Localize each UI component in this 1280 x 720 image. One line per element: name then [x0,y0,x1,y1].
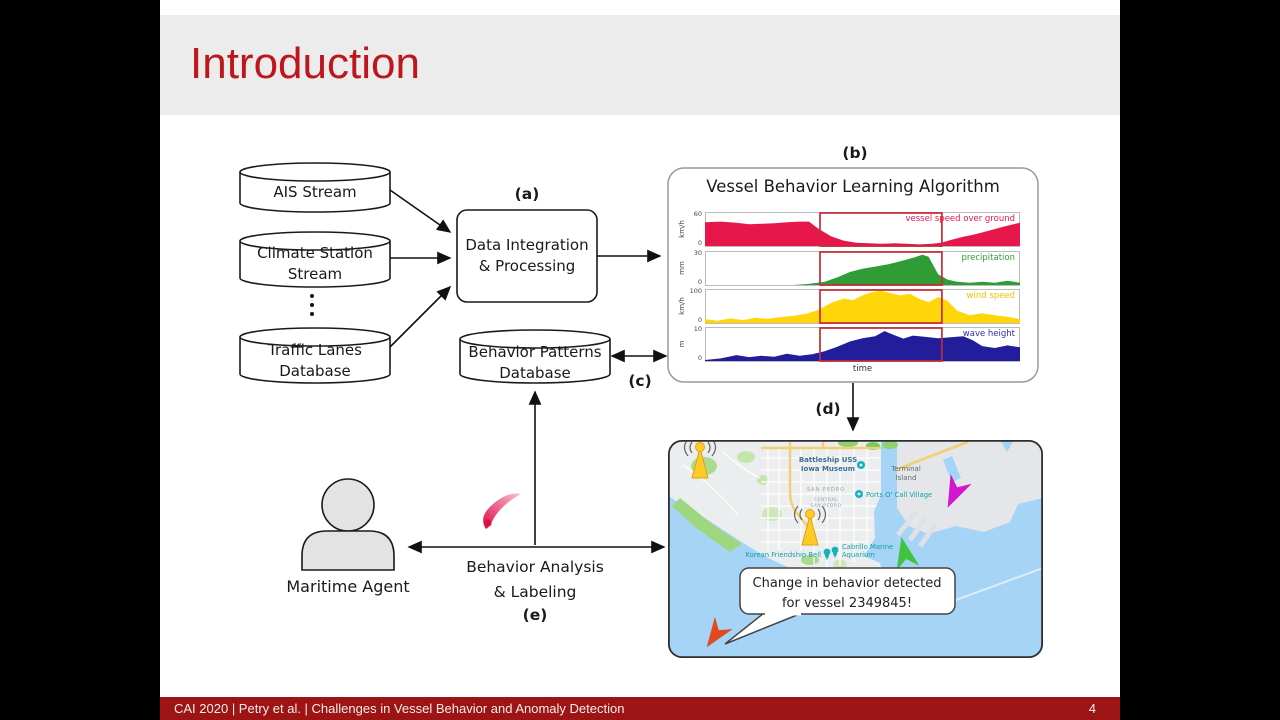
label-korean-bell: Korean Friendship Bell [746,551,822,559]
y-tick-max: 60 [693,210,702,218]
y-tick-zero: 0 [697,277,702,286]
step-label-c: (c) [628,372,652,390]
y-tick-max: 30 [693,248,702,257]
chart-plot [705,288,1020,324]
ais-stream-cylinder [239,162,391,213]
chart-plot [705,250,1020,286]
vessel-arrow-green-icon [896,536,920,571]
traffic-lanes-cylinder [239,327,391,384]
label-terminal-island: Terminal [890,465,921,473]
data-integration-label: Data Integration & Processing [465,236,589,275]
footer-citation: CAI 2020 | Petry et al. | Challenges in … [174,701,625,716]
time-axis-label: time [852,364,873,374]
label-san-pedro: SAN PEDRO [807,487,845,493]
flow-arrows [389,189,860,554]
series-label: precipitation [961,252,1015,263]
slide-header: Introduction [160,15,1120,115]
map-border [667,439,1044,658]
presentation-slide: Introduction [160,0,1120,720]
cabrillo-pin-icon [831,546,839,554]
chart-plot [705,326,1020,362]
y-axis-unit: m [678,340,686,347]
alert-bubble: Change in behavior detected for vessel 2… [724,567,956,645]
step-label-b: (b) [842,144,868,162]
highlight-window [819,212,943,247]
map-land-terminal-island [897,440,1043,534]
mini-chart-wave-height: 10 0 m wave height [678,325,1020,362]
svg-text:Aquarium: Aquarium [842,551,875,559]
footer-page-number: 4 [1088,701,1096,716]
y-axis-unit: km/h [678,220,686,238]
map-piers [896,510,939,548]
step-label-a: (a) [514,185,540,203]
climate-stream-label: Climate Station Stream [257,244,373,283]
vessel-arrow-magenta-icon [947,473,972,508]
person-icon [301,478,395,571]
y-tick-zero: 0 [697,353,702,362]
y-axis-unit: mm [678,260,686,275]
antenna-icon [793,505,827,546]
bubble-text-line2: for vessel 2349845! [782,596,912,611]
svg-text:Island: Island [896,474,917,482]
label-cabrillo: Cabrillo Marine [842,543,893,551]
climate-stream-cylinder [239,231,391,288]
learning-box-title: Vessel Behavior Learning Algorithm [706,177,1000,196]
page-title: Introduction [190,39,420,88]
chart-plot [705,212,1020,247]
highlight-window [819,326,943,362]
y-tick-zero: 0 [697,315,702,324]
svg-text:Iowa Museum: Iowa Museum [801,465,855,473]
behavior-patterns-label: Behavior Patterns Database [468,343,602,382]
comet-annotation-icon [483,493,521,529]
comet-head [484,519,492,527]
y-axis-unit: km/h [678,296,686,315]
korean-pin-icon [823,548,831,556]
behavior-patterns-cylinder [459,329,611,384]
step-label-e: (e) [522,606,548,624]
y-tick-zero: 0 [697,239,702,247]
label-central: CENTRAL [814,497,838,503]
svg-text:SAN PEDRO: SAN PEDRO [810,503,841,509]
arrow-traffic-to-integration [389,285,452,348]
bubble-text-line1: Change in behavior detected [753,576,942,591]
map-place-labels: Battleship USS Iowa Museum Terminal Isla… [746,456,932,560]
vessel-arrow-red-icon [706,616,733,648]
series-label: wave height [962,328,1015,339]
label-battleship: Battleship USS [799,456,857,464]
label-ports-o-call: Ports O' Call Village [866,491,932,499]
map-freeway [895,440,969,472]
ais-stream-label: AIS Stream [273,183,357,201]
series-label: vessel speed over ground [905,214,1015,224]
mini-chart-wind-speed: 100 0 km/h wind speed [678,287,1020,324]
mini-chart-precipitation: 30 0 mm precipitation [678,249,1020,286]
vertical-ellipsis-dots [310,294,314,316]
maritime-agent-label: Maritime Agent [286,577,410,596]
mini-chart-vessel-speed-over-ground: 60 0 km/h vessel speed over ground [678,210,1020,247]
slide-footer: CAI 2020 | Petry et al. | Challenges in … [160,697,1120,720]
highlight-window [819,288,943,324]
highlight-window [819,250,943,286]
y-tick-max: 10 [693,324,702,333]
y-tick-max: 100 [689,286,702,295]
series-label: wind speed [966,290,1015,301]
traffic-lanes-label: Traffic Lanes Database [268,341,362,380]
behavior-analysis-label: Behavior Analysis & Labeling [466,558,604,602]
step-label-d: (d) [815,400,841,418]
port-map: Battleship USS Iowa Museum Terminal Isla… [667,439,1044,658]
arrow-ais-to-integration [389,189,452,233]
